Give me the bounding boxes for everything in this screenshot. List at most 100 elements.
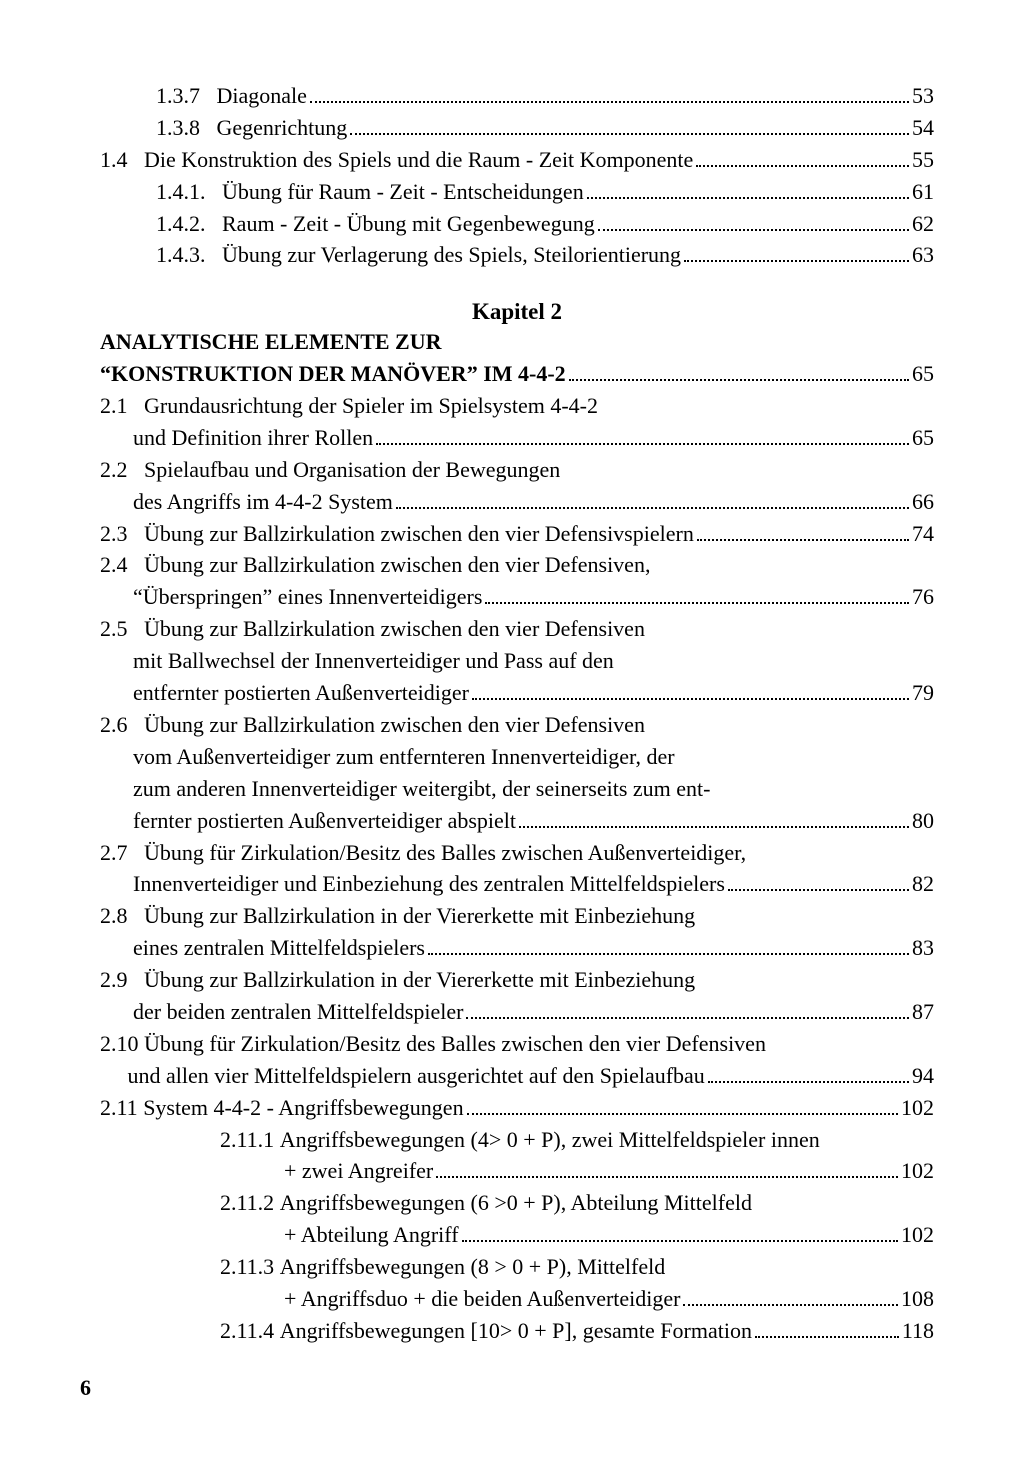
chapter-page: 65 — [912, 358, 934, 390]
toc-text: Diagonale — [217, 80, 307, 112]
toc-number: 2.11.1 — [220, 1124, 280, 1156]
toc-page: 94 — [912, 1060, 934, 1092]
leader — [376, 425, 909, 445]
toc-entry: 2.11.3 Angriffsbewegungen (8 > 0 + P), M… — [100, 1251, 934, 1283]
toc-number: 1.4.3. — [156, 239, 222, 271]
leader — [598, 211, 909, 231]
leader — [684, 243, 909, 263]
toc-entry-continuation: zum anderen Innenverteidiger weitergibt,… — [100, 773, 934, 805]
toc-entry: 2.6 Übung zur Ballzirkulation zwischen d… — [100, 709, 934, 741]
toc-text: Angriffsbewegungen [10> 0 + P], gesamte … — [280, 1315, 752, 1347]
toc-number-spacer — [100, 932, 133, 964]
toc-text: Übung zur Ballzirkulation zwischen den v… — [144, 518, 694, 550]
toc-text: + Angriffsduo + die beiden Außenverteidi… — [284, 1283, 680, 1315]
toc-text: mit Ballwechsel der Innenverteidiger und… — [133, 645, 614, 677]
leader — [310, 83, 909, 103]
toc-text: Übung zur Ballzirkulation zwischen den v… — [144, 613, 645, 645]
toc-page: 82 — [912, 868, 934, 900]
toc-text: Angriffsbewegungen (6 >0 + P), Abteilung… — [280, 1187, 752, 1219]
toc-entry-continuation: und allen vier Mittelfeldspielern ausger… — [100, 1060, 934, 1092]
toc-text: eines zentralen Mittelfeldspielers — [133, 932, 425, 964]
leader — [683, 1286, 898, 1306]
toc-number-spacer — [100, 422, 133, 454]
toc-number: 2.6 — [100, 709, 144, 741]
leader — [462, 1223, 898, 1243]
leader — [485, 585, 909, 605]
toc-entry-continuation: eines zentralen Mittelfeldspielers 83 — [100, 932, 934, 964]
toc-number-spacer — [100, 773, 133, 805]
toc-entry: 1.4.3. Übung zur Verlagerung des Spiels,… — [100, 239, 934, 271]
toc-entry-continuation: und Definition ihrer Rollen 65 — [100, 422, 934, 454]
chapter-subtitle-line2: “KONSTRUKTION DER MANÖVER” IM 4-4-2 65 — [100, 358, 934, 390]
toc-page: 53 — [912, 80, 934, 112]
toc-page: 118 — [902, 1315, 934, 1347]
toc-text: + Abteilung Angriff — [284, 1219, 459, 1251]
toc-text: des Angriffs im 4-4-2 System — [133, 486, 393, 518]
page: 1.3.7 Diagonale 531.3.8 Gegenrichtung54 1.… — [0, 0, 1024, 1461]
toc-page: 102 — [901, 1219, 934, 1251]
toc-page: 63 — [912, 239, 934, 271]
leader — [466, 999, 909, 1019]
toc-entry-continuation: der beiden zentralen Mittelfeldspieler87 — [100, 996, 934, 1028]
toc-text: Gegenrichtung — [217, 112, 348, 144]
toc-page: 76 — [912, 581, 934, 613]
leader — [350, 115, 909, 135]
toc-entry: 2.11.2 Angriffsbewegungen (6 >0 + P), Ab… — [100, 1187, 934, 1219]
leader — [587, 179, 909, 199]
leader — [755, 1318, 899, 1338]
leader — [519, 808, 909, 828]
toc-number: 2.8 — [100, 900, 144, 932]
toc-text: Übung zur Ballzirkulation zwischen den v… — [144, 549, 650, 581]
toc-text: Übung für Raum - Zeit - Entscheidungen — [222, 176, 584, 208]
toc-text: Übung für Zirkulation/Besitz des Balles … — [144, 837, 746, 869]
toc-text: Übung zur Ballzirkulation zwischen den v… — [144, 709, 645, 741]
toc-text: Spielaufbau und Organisation der Bewegun… — [144, 454, 560, 486]
toc-page: 102 — [901, 1092, 934, 1124]
toc-text: Angriffsbewegungen (8 > 0 + P), Mittelfe… — [280, 1251, 666, 1283]
toc-text: entfernter postierten Außenverteidiger — [133, 677, 469, 709]
toc-number-spacer — [100, 1060, 128, 1092]
toc-number: 2.9 — [100, 964, 144, 996]
toc-number: 2.2 — [100, 454, 144, 486]
toc-number: 2.1 — [100, 390, 144, 422]
toc-entry: 2.11 System 4-4-2 - Angriffsbewegungen10… — [100, 1092, 934, 1124]
toc-page: 102 — [901, 1155, 934, 1187]
leader — [697, 521, 909, 541]
toc-entry-continuation: + Angriffsduo + die beiden Außenverteidi… — [100, 1283, 934, 1315]
toc-page: 83 — [912, 932, 934, 964]
leader — [696, 147, 909, 167]
toc-number-spacer — [100, 645, 133, 677]
toc-text: und Definition ihrer Rollen — [133, 422, 373, 454]
toc-entry: 2.7 Übung für Zirkulation/Besitz des Bal… — [100, 837, 934, 869]
toc-entry: 2.10 Übung für Zirkulation/Besitz des Ba… — [100, 1028, 934, 1060]
page-number: 6 — [80, 1375, 91, 1401]
toc-text: Übung zur Verlagerung des Spiels, Steilo… — [222, 239, 681, 271]
toc-page: 65 — [912, 422, 934, 454]
toc-number: 1.3.7 — [156, 80, 217, 112]
leader — [728, 872, 909, 892]
toc-number: 2.11.4 — [220, 1315, 280, 1347]
toc-text: der beiden zentralen Mittelfeldspieler — [133, 996, 463, 1028]
toc-entry: 2.3 Übung zur Ballzirkulation zwischen d… — [100, 518, 934, 550]
toc-number: 1.4.1. — [156, 176, 222, 208]
toc-text: Raum - Zeit - Übung mit Gegenbewegung — [222, 208, 595, 240]
toc-page: 61 — [912, 176, 934, 208]
toc-entry: 2.5 Übung zur Ballzirkulation zwischen d… — [100, 613, 934, 645]
toc-page: 55 — [912, 144, 934, 176]
toc-page: 80 — [912, 805, 934, 837]
toc-entry: 1.4.2. Raum - Zeit - Übung mit Gegenbewe… — [100, 208, 934, 240]
toc-page: 79 — [912, 677, 934, 709]
toc-number: 2.11.2 — [220, 1187, 280, 1219]
leader — [436, 1159, 898, 1179]
toc-number-spacer — [100, 581, 133, 613]
toc-page: 108 — [901, 1283, 934, 1315]
toc-entry: 1.3.8 Gegenrichtung54 — [100, 112, 934, 144]
toc-entry: 2.11.1 Angriffsbewegungen (4> 0 + P), zw… — [100, 1124, 934, 1156]
toc-number: 2.7 — [100, 837, 144, 869]
chapter-subtitle-line1: ANALYTISCHE ELEMENTE ZUR — [100, 327, 934, 358]
toc-section-top: 1.3.7 Diagonale 531.3.8 Gegenrichtung54 1.… — [100, 80, 934, 271]
toc-number: 2.10 — [100, 1028, 144, 1060]
chapter-subtitle-text: “KONSTRUKTION DER MANÖVER” IM 4-4-2 — [100, 359, 566, 390]
toc-number: 2.4 — [100, 549, 144, 581]
toc-number: 2.3 — [100, 518, 144, 550]
